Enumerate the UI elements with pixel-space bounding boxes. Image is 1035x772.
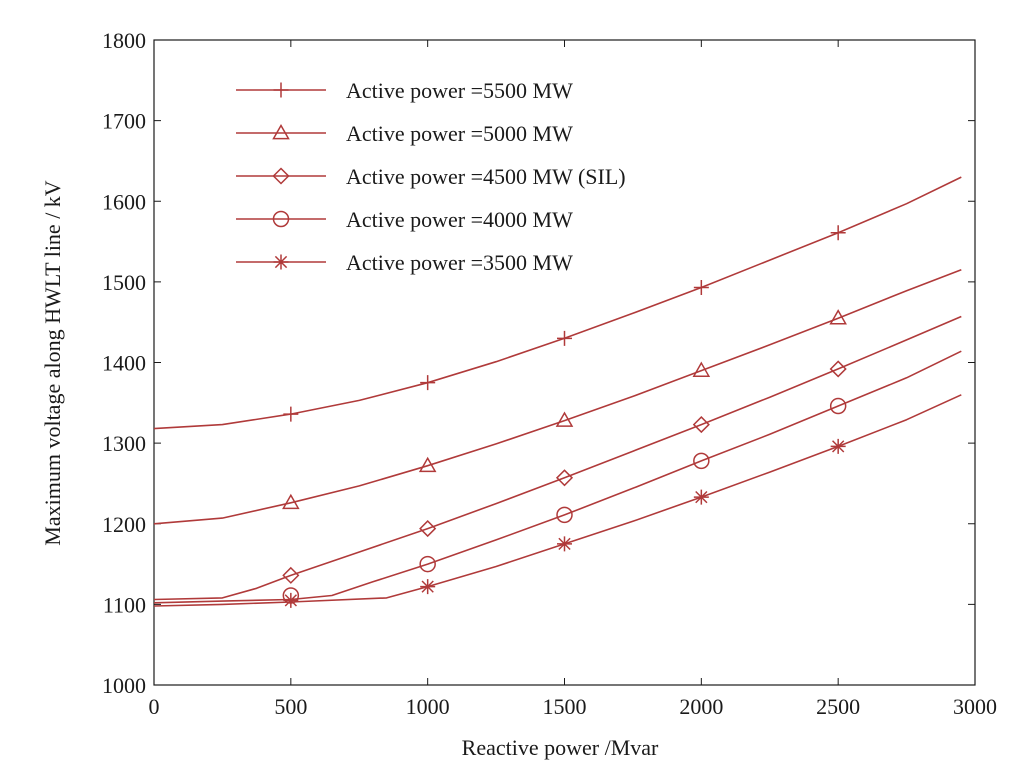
x-tick-label: 500 [274,694,307,719]
x-tick-label: 2000 [679,694,723,719]
star-marker [420,579,436,595]
diamond-marker [419,520,437,538]
plus-marker [283,406,299,422]
series-line [153,315,962,601]
x-tick-label: 3000 [953,694,997,719]
triangle-marker [272,123,290,140]
y-tick-label: 1600 [102,189,146,214]
plus-marker [420,375,436,391]
y-tick-label: 1000 [102,673,146,698]
legend-label: Active power =3500 MW [346,250,573,275]
circle-marker [556,506,573,524]
diamond-marker [829,360,847,378]
y-tick-label: 1400 [102,351,146,376]
series-line [153,269,962,525]
triangle-marker [692,361,711,377]
plus-marker [693,280,709,296]
x-tick-label: 1000 [406,694,450,719]
plus-marker [273,82,289,98]
legend: Active power =5500 MW Active power =5000 … [236,78,626,275]
diamond-marker [555,469,574,487]
circle-marker [829,397,847,415]
y-tick-label: 1800 [102,28,146,53]
star-marker [693,489,709,505]
star-marker [273,254,289,270]
plus-marker [557,330,572,346]
series-group [153,315,962,601]
circle-marker [693,452,710,470]
legend-label: Active power =4000 MW [346,207,573,232]
x-tick-label: 0 [149,694,160,719]
circle-marker [272,210,290,228]
y-tick-label: 1300 [102,431,146,456]
series-group [153,176,962,430]
diamond-marker [692,416,710,434]
x-tick-label: 1500 [543,694,587,719]
y-tick-label: 1700 [102,109,146,134]
triangle-marker [282,493,300,510]
triangle-marker [555,411,574,427]
triangle-marker [418,456,437,473]
legend-label: Active power =4500 MW (SIL) [346,164,626,189]
series-group [153,269,962,525]
circle-marker [419,555,436,573]
axis-ticks: 0 500 1000 1500 2000 2500 3000 1000 1100 1200 1300… [102,28,997,719]
diamond-marker [282,566,300,584]
y-axis-title: Maximum voltage along HWLT line / kV [40,180,65,546]
star-marker [830,438,846,454]
series-group [153,394,962,608]
x-tick-label: 2500 [816,694,860,719]
x-axis-title: Reactive power /Mvar [462,735,659,760]
series-group [153,350,962,604]
plus-marker [830,225,846,241]
y-tick-label: 1200 [102,512,146,537]
star-marker [557,536,572,552]
triangle-marker [829,309,847,325]
y-tick-label: 1500 [102,270,146,295]
legend-label: Active power =5000 MW [346,121,573,146]
legend-label: Active power =5500 MW [346,78,573,103]
data-series [153,176,962,608]
y-tick-label: 1100 [103,592,146,617]
star-marker [283,592,299,608]
diamond-marker [272,167,290,185]
